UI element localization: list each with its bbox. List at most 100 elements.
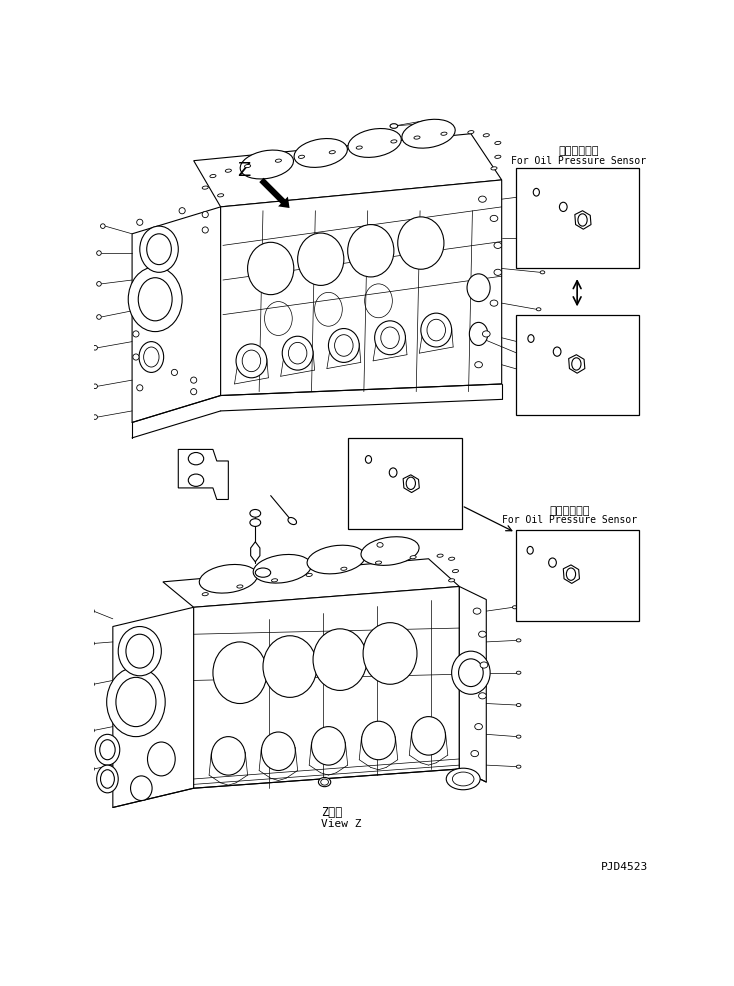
Ellipse shape [189,453,204,464]
Ellipse shape [402,119,455,148]
Ellipse shape [97,315,101,319]
Ellipse shape [448,579,454,582]
Ellipse shape [90,728,95,733]
Ellipse shape [242,350,261,372]
Ellipse shape [179,208,185,214]
Ellipse shape [459,659,483,686]
Text: Z: Z [237,161,250,180]
Bar [515,315,639,415]
Bar [348,438,462,528]
Ellipse shape [263,636,317,697]
Ellipse shape [283,336,313,370]
Ellipse shape [578,214,587,226]
Ellipse shape [272,579,277,582]
Ellipse shape [516,671,521,674]
Ellipse shape [479,196,487,202]
Ellipse shape [275,159,281,163]
Ellipse shape [92,384,98,388]
Ellipse shape [137,219,143,226]
Ellipse shape [144,347,159,367]
Ellipse shape [540,236,545,240]
Ellipse shape [381,327,399,348]
Ellipse shape [516,765,521,768]
Ellipse shape [307,545,366,574]
Ellipse shape [171,370,178,376]
Ellipse shape [516,704,521,707]
Ellipse shape [92,345,98,350]
Text: View Z: View Z [321,818,361,828]
Ellipse shape [390,140,397,143]
Ellipse shape [495,155,501,159]
FancyArrow shape [259,177,289,208]
Polygon shape [163,559,459,607]
Ellipse shape [491,167,497,170]
Ellipse shape [133,354,139,360]
Ellipse shape [311,727,346,765]
Polygon shape [194,134,501,207]
Ellipse shape [471,750,479,756]
Ellipse shape [92,415,98,419]
Ellipse shape [553,347,561,356]
Ellipse shape [90,641,95,646]
Ellipse shape [528,334,534,342]
Ellipse shape [288,518,297,525]
Ellipse shape [427,319,446,341]
Ellipse shape [321,779,328,785]
Ellipse shape [255,568,271,577]
Ellipse shape [217,193,224,197]
Ellipse shape [437,554,443,557]
Ellipse shape [412,717,446,755]
Ellipse shape [100,740,115,760]
Ellipse shape [494,243,501,248]
Ellipse shape [237,585,243,588]
Ellipse shape [516,639,521,642]
Ellipse shape [527,546,534,554]
Ellipse shape [475,362,482,368]
Ellipse shape [236,344,267,378]
Ellipse shape [495,141,501,145]
Ellipse shape [490,300,498,307]
Ellipse shape [90,608,95,613]
Ellipse shape [406,477,415,489]
Ellipse shape [211,737,245,775]
Ellipse shape [475,724,482,730]
Ellipse shape [356,146,363,149]
Ellipse shape [559,202,567,211]
Ellipse shape [191,388,197,394]
Ellipse shape [348,225,394,277]
Polygon shape [569,355,585,373]
Ellipse shape [532,344,537,347]
Ellipse shape [97,250,101,255]
Bar [515,169,639,268]
Ellipse shape [494,269,501,275]
Ellipse shape [361,536,419,565]
Ellipse shape [116,677,156,727]
Ellipse shape [375,561,382,564]
Ellipse shape [148,742,175,776]
Ellipse shape [202,211,208,218]
Ellipse shape [250,510,261,518]
Ellipse shape [330,151,335,154]
Polygon shape [221,179,501,395]
Ellipse shape [532,194,537,197]
Ellipse shape [390,123,398,128]
Ellipse shape [247,243,294,295]
Ellipse shape [490,215,498,222]
Ellipse shape [516,736,521,739]
Ellipse shape [441,132,447,135]
Ellipse shape [451,651,490,694]
Ellipse shape [244,165,250,168]
Polygon shape [459,587,487,782]
Ellipse shape [468,130,474,134]
Ellipse shape [202,186,208,189]
Ellipse shape [319,777,331,787]
Ellipse shape [210,175,216,177]
Ellipse shape [537,308,541,311]
Polygon shape [575,211,591,229]
Ellipse shape [341,567,347,570]
Ellipse shape [128,267,182,331]
Ellipse shape [90,767,95,771]
Text: For Oil Pressure Sensor: For Oil Pressure Sensor [502,516,637,526]
Ellipse shape [452,570,459,573]
Ellipse shape [421,314,451,347]
